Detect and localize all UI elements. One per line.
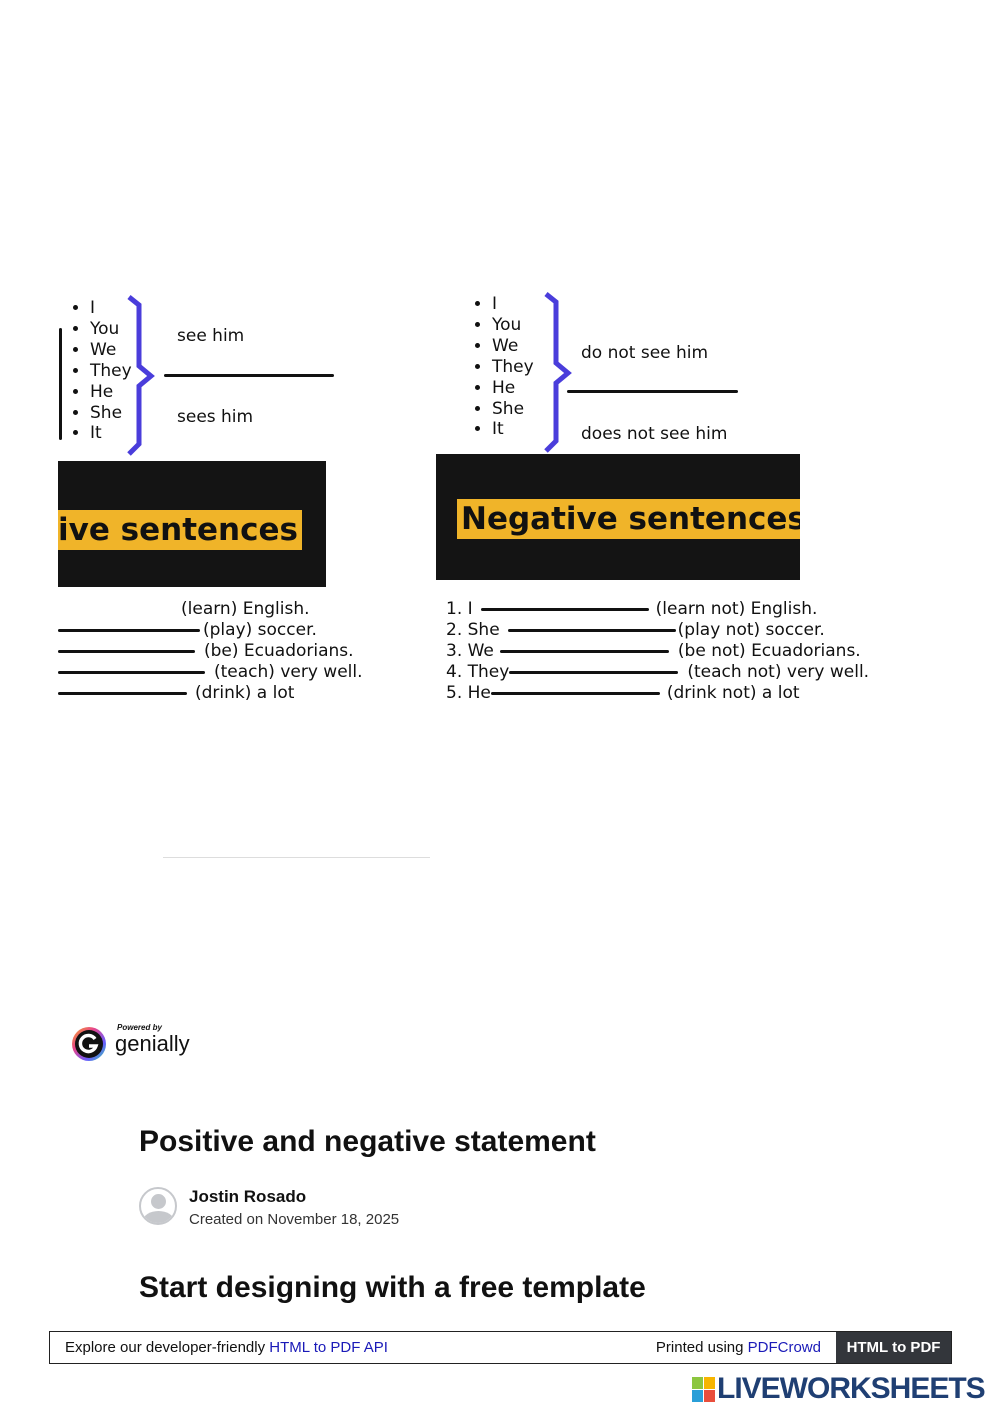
sentence-text: (teach not) very well.: [687, 662, 870, 682]
powered-by: Powered by: [117, 1023, 162, 1032]
positive-sentence: (learn) English.: [181, 599, 310, 620]
answer-blank[interactable]: [499, 649, 669, 653]
positive-sentence: (play) soccer.: [58, 620, 317, 641]
sentence-text: (learn) English.: [181, 599, 310, 619]
answer-blank[interactable]: [480, 607, 649, 611]
answer-blank[interactable]: [509, 670, 679, 674]
sentence-prefix: 3. We: [446, 641, 494, 661]
pronoun: It: [492, 419, 534, 440]
explore-text: Explore our developer-friendly: [65, 1339, 266, 1356]
pronoun: She: [492, 399, 534, 420]
pronoun: I: [492, 294, 534, 315]
created-date: Created on November 18, 2025: [189, 1211, 400, 1228]
sentence-text: (teach) very well.: [214, 662, 363, 682]
cta-heading: Start designing with a free template: [139, 1271, 646, 1304]
page-title: Positive and negative statement: [139, 1125, 596, 1158]
negative-sentence: 1. I (learn not) English.: [446, 599, 817, 620]
pronoun-list-negative: I You We They He She It: [460, 294, 534, 440]
negative-sentence: 4. They (teach not) very well.: [446, 662, 869, 683]
negative-bottom-phrase: does not see him: [581, 424, 728, 444]
answer-blank[interactable]: [58, 649, 195, 653]
pronoun: They: [90, 361, 132, 382]
positive-bottom-phrase: sees him: [177, 407, 254, 427]
answer-blank[interactable]: [58, 628, 200, 632]
positive-sentence: (teach) very well.: [58, 662, 363, 683]
pronoun: You: [492, 315, 534, 336]
pdfcrowd-link[interactable]: PDFCrowd: [747, 1339, 821, 1356]
html-to-pdf-api-link[interactable]: HTML to PDF API: [269, 1339, 388, 1356]
author-name[interactable]: Jostin Rosado: [189, 1187, 307, 1206]
sentence-text: (drink) a lot: [195, 683, 295, 703]
divider: [163, 857, 430, 858]
positive-banner-title: ive sentences: [58, 510, 302, 550]
answer-line: [567, 390, 738, 393]
negative-banner: Negative sentences: [436, 454, 800, 580]
answer-blank[interactable]: [507, 628, 676, 632]
genially-badge[interactable]: Powered by genially: [70, 1023, 200, 1065]
pronoun: He: [492, 378, 534, 399]
live-blocks-icon: [692, 1377, 715, 1402]
answer-blank[interactable]: [58, 670, 205, 674]
positive-banner: ive sentences: [58, 461, 326, 587]
positive-sentence: (be) Ecuadorians.: [58, 641, 354, 662]
sentence-prefix: 1. I: [446, 599, 473, 619]
sentence-text: (be not) Ecuadorians.: [677, 641, 861, 661]
pronoun: It: [90, 423, 132, 444]
pronoun: You: [90, 319, 132, 340]
sentence-text: (play) soccer.: [203, 620, 317, 640]
negative-top-phrase: do not see him: [581, 343, 709, 363]
footer-explore: Explore our developer-friendly HTML to P…: [65, 1339, 388, 1356]
pronoun-list-positive: I You We They He She It: [58, 298, 132, 444]
genially-brand: genially: [115, 1031, 190, 1056]
pdfcrowd-footer: Explore our developer-friendly HTML to P…: [49, 1331, 952, 1364]
html-to-pdf-button[interactable]: HTML to PDF: [836, 1332, 951, 1363]
genially-logo-icon: [72, 1027, 106, 1061]
pronoun: I: [90, 298, 132, 319]
sentence-text: (play not) soccer.: [677, 620, 825, 640]
sentence-text: (drink not) a lot: [666, 683, 800, 703]
sentence-prefix: 2. She: [446, 620, 500, 640]
left-vertical-bar: [59, 328, 62, 440]
pronoun: He: [90, 382, 132, 403]
avatar[interactable]: [139, 1187, 177, 1225]
answer-line: [164, 374, 334, 377]
pronoun: We: [90, 340, 132, 361]
sentence-prefix: 5. He: [446, 683, 491, 703]
printed-text: Printed using: [655, 1339, 744, 1356]
footer-printed: Printed using PDFCrowd: [656, 1339, 821, 1356]
negative-sentence: 3. We (be not) Ecuadorians.: [446, 641, 861, 662]
negative-banner-title: Negative sentences: [457, 499, 800, 539]
answer-blank[interactable]: [58, 691, 187, 695]
pronoun: They: [492, 357, 534, 378]
answer-blank[interactable]: [490, 691, 660, 695]
liveworksheets-text: LIVEWORKSHEETS: [717, 1372, 986, 1405]
pronoun: We: [492, 336, 534, 357]
negative-sentence: 5. He (drink not) a lot: [446, 683, 800, 704]
brace-icon: [544, 292, 572, 453]
brace-icon: [127, 295, 155, 456]
sentence-prefix: 4. They: [446, 662, 510, 682]
positive-top-phrase: see him: [177, 326, 245, 346]
sentence-text: (learn not) English.: [655, 599, 818, 619]
negative-sentence: 2. She (play not) soccer.: [446, 620, 825, 641]
sentence-text: (be) Ecuadorians.: [204, 641, 354, 661]
positive-sentence: (drink) a lot: [58, 683, 294, 704]
pronoun: She: [90, 403, 132, 424]
